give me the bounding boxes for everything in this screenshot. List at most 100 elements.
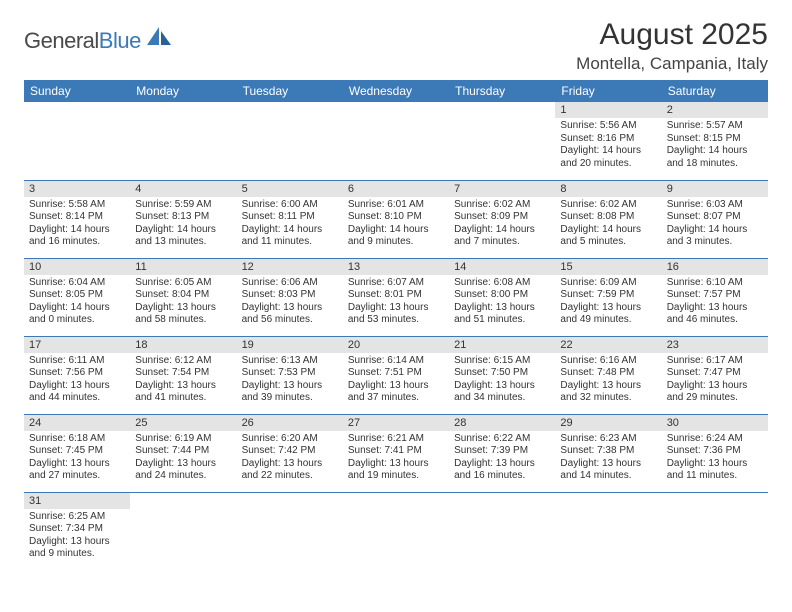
sunset-line: Sunset: 8:00 PM [454,289,550,302]
calendar-cell: 3Sunrise: 5:58 AMSunset: 8:14 PMDaylight… [24,180,130,258]
sunrise-line: Sunrise: 5:57 AM [667,120,763,133]
brand-text: GeneralBlue [24,28,141,54]
day-details: Sunrise: 6:11 AMSunset: 7:56 PMDaylight:… [24,353,130,408]
day-number: 22 [555,337,661,353]
daylight-line: Daylight: 13 hours [560,458,656,471]
sunrise-line: Sunrise: 5:58 AM [29,199,125,212]
daylight-line: and 37 minutes. [348,392,444,405]
daylight-line: and 46 minutes. [667,314,763,327]
sunset-line: Sunset: 8:16 PM [560,133,656,146]
day-details: Sunrise: 6:02 AMSunset: 8:08 PMDaylight:… [555,197,661,252]
day-number: 12 [237,259,343,275]
sunset-line: Sunset: 7:59 PM [560,289,656,302]
daylight-line: and 11 minutes. [242,236,338,249]
daylight-line: and 16 minutes. [29,236,125,249]
daylight-line: Daylight: 13 hours [348,380,444,393]
sunset-line: Sunset: 7:53 PM [242,367,338,380]
sunrise-line: Sunrise: 6:05 AM [135,277,231,290]
day-number: 10 [24,259,130,275]
calendar-cell: 9Sunrise: 6:03 AMSunset: 8:07 PMDaylight… [662,180,768,258]
day-number: 3 [24,181,130,197]
header-row: GeneralBlue August 2025 Montella, Campan… [24,18,768,74]
day-number: 9 [662,181,768,197]
daylight-line: Daylight: 13 hours [135,458,231,471]
day-number: 30 [662,415,768,431]
sunset-line: Sunset: 8:08 PM [560,211,656,224]
sunset-line: Sunset: 7:44 PM [135,445,231,458]
calendar-cell [662,492,768,570]
daylight-line: Daylight: 13 hours [348,302,444,315]
sunrise-line: Sunrise: 6:01 AM [348,199,444,212]
sunrise-line: Sunrise: 6:12 AM [135,355,231,368]
daylight-line: and 20 minutes. [560,158,656,171]
calendar-head: SundayMondayTuesdayWednesdayThursdayFrid… [24,80,768,102]
calendar-cell: 5Sunrise: 6:00 AMSunset: 8:11 PMDaylight… [237,180,343,258]
brand-logo: GeneralBlue [24,28,175,54]
sunset-line: Sunset: 7:38 PM [560,445,656,458]
daylight-line: and 9 minutes. [29,548,125,561]
daylight-line: and 16 minutes. [454,470,550,483]
day-number: 23 [662,337,768,353]
day-details: Sunrise: 6:17 AMSunset: 7:47 PMDaylight:… [662,353,768,408]
day-header: Saturday [662,80,768,102]
sunrise-line: Sunrise: 6:20 AM [242,433,338,446]
day-number: 31 [24,493,130,509]
day-details: Sunrise: 6:05 AMSunset: 8:04 PMDaylight:… [130,275,236,330]
calendar-cell [24,102,130,180]
day-details: Sunrise: 6:03 AMSunset: 8:07 PMDaylight:… [662,197,768,252]
day-header: Sunday [24,80,130,102]
calendar-cell: 16Sunrise: 6:10 AMSunset: 7:57 PMDayligh… [662,258,768,336]
day-number: 2 [662,102,768,118]
daylight-line: and 56 minutes. [242,314,338,327]
sunset-line: Sunset: 8:01 PM [348,289,444,302]
sunrise-line: Sunrise: 6:16 AM [560,355,656,368]
calendar-cell: 19Sunrise: 6:13 AMSunset: 7:53 PMDayligh… [237,336,343,414]
sunrise-line: Sunrise: 5:59 AM [135,199,231,212]
day-details: Sunrise: 5:57 AMSunset: 8:15 PMDaylight:… [662,118,768,173]
day-number: 24 [24,415,130,431]
daylight-line: Daylight: 13 hours [135,302,231,315]
daylight-line: Daylight: 14 hours [667,224,763,237]
calendar-cell: 7Sunrise: 6:02 AMSunset: 8:09 PMDaylight… [449,180,555,258]
calendar-cell: 17Sunrise: 6:11 AMSunset: 7:56 PMDayligh… [24,336,130,414]
calendar-cell: 15Sunrise: 6:09 AMSunset: 7:59 PMDayligh… [555,258,661,336]
calendar-cell: 26Sunrise: 6:20 AMSunset: 7:42 PMDayligh… [237,414,343,492]
daylight-line: and 29 minutes. [667,392,763,405]
day-details: Sunrise: 6:01 AMSunset: 8:10 PMDaylight:… [343,197,449,252]
sunrise-line: Sunrise: 6:03 AM [667,199,763,212]
sunset-line: Sunset: 8:15 PM [667,133,763,146]
day-number: 25 [130,415,236,431]
daylight-line: and 3 minutes. [667,236,763,249]
daylight-line: Daylight: 14 hours [560,224,656,237]
daylight-line: Daylight: 14 hours [560,145,656,158]
sunrise-line: Sunrise: 6:25 AM [29,511,125,524]
calendar-cell: 22Sunrise: 6:16 AMSunset: 7:48 PMDayligh… [555,336,661,414]
day-details: Sunrise: 6:15 AMSunset: 7:50 PMDaylight:… [449,353,555,408]
day-number: 21 [449,337,555,353]
sunrise-line: Sunrise: 6:06 AM [242,277,338,290]
daylight-line: Daylight: 13 hours [560,380,656,393]
daylight-line: Daylight: 13 hours [29,380,125,393]
brand-part2: Blue [99,28,141,53]
daylight-line: and 41 minutes. [135,392,231,405]
day-details: Sunrise: 6:14 AMSunset: 7:51 PMDaylight:… [343,353,449,408]
title-block: August 2025 Montella, Campania, Italy [576,18,768,74]
calendar-cell [343,492,449,570]
day-number: 29 [555,415,661,431]
day-number: 28 [449,415,555,431]
sunset-line: Sunset: 8:11 PM [242,211,338,224]
calendar-cell: 29Sunrise: 6:23 AMSunset: 7:38 PMDayligh… [555,414,661,492]
sunrise-line: Sunrise: 6:15 AM [454,355,550,368]
day-number: 8 [555,181,661,197]
daylight-line: Daylight: 13 hours [667,458,763,471]
sunset-line: Sunset: 8:09 PM [454,211,550,224]
daylight-line: Daylight: 14 hours [135,224,231,237]
day-details: Sunrise: 6:07 AMSunset: 8:01 PMDaylight:… [343,275,449,330]
calendar-cell [237,102,343,180]
daylight-line: and 7 minutes. [454,236,550,249]
daylight-line: Daylight: 13 hours [454,380,550,393]
sunrise-line: Sunrise: 5:56 AM [560,120,656,133]
daylight-line: Daylight: 14 hours [29,302,125,315]
daylight-line: and 13 minutes. [135,236,231,249]
calendar-cell: 30Sunrise: 6:24 AMSunset: 7:36 PMDayligh… [662,414,768,492]
